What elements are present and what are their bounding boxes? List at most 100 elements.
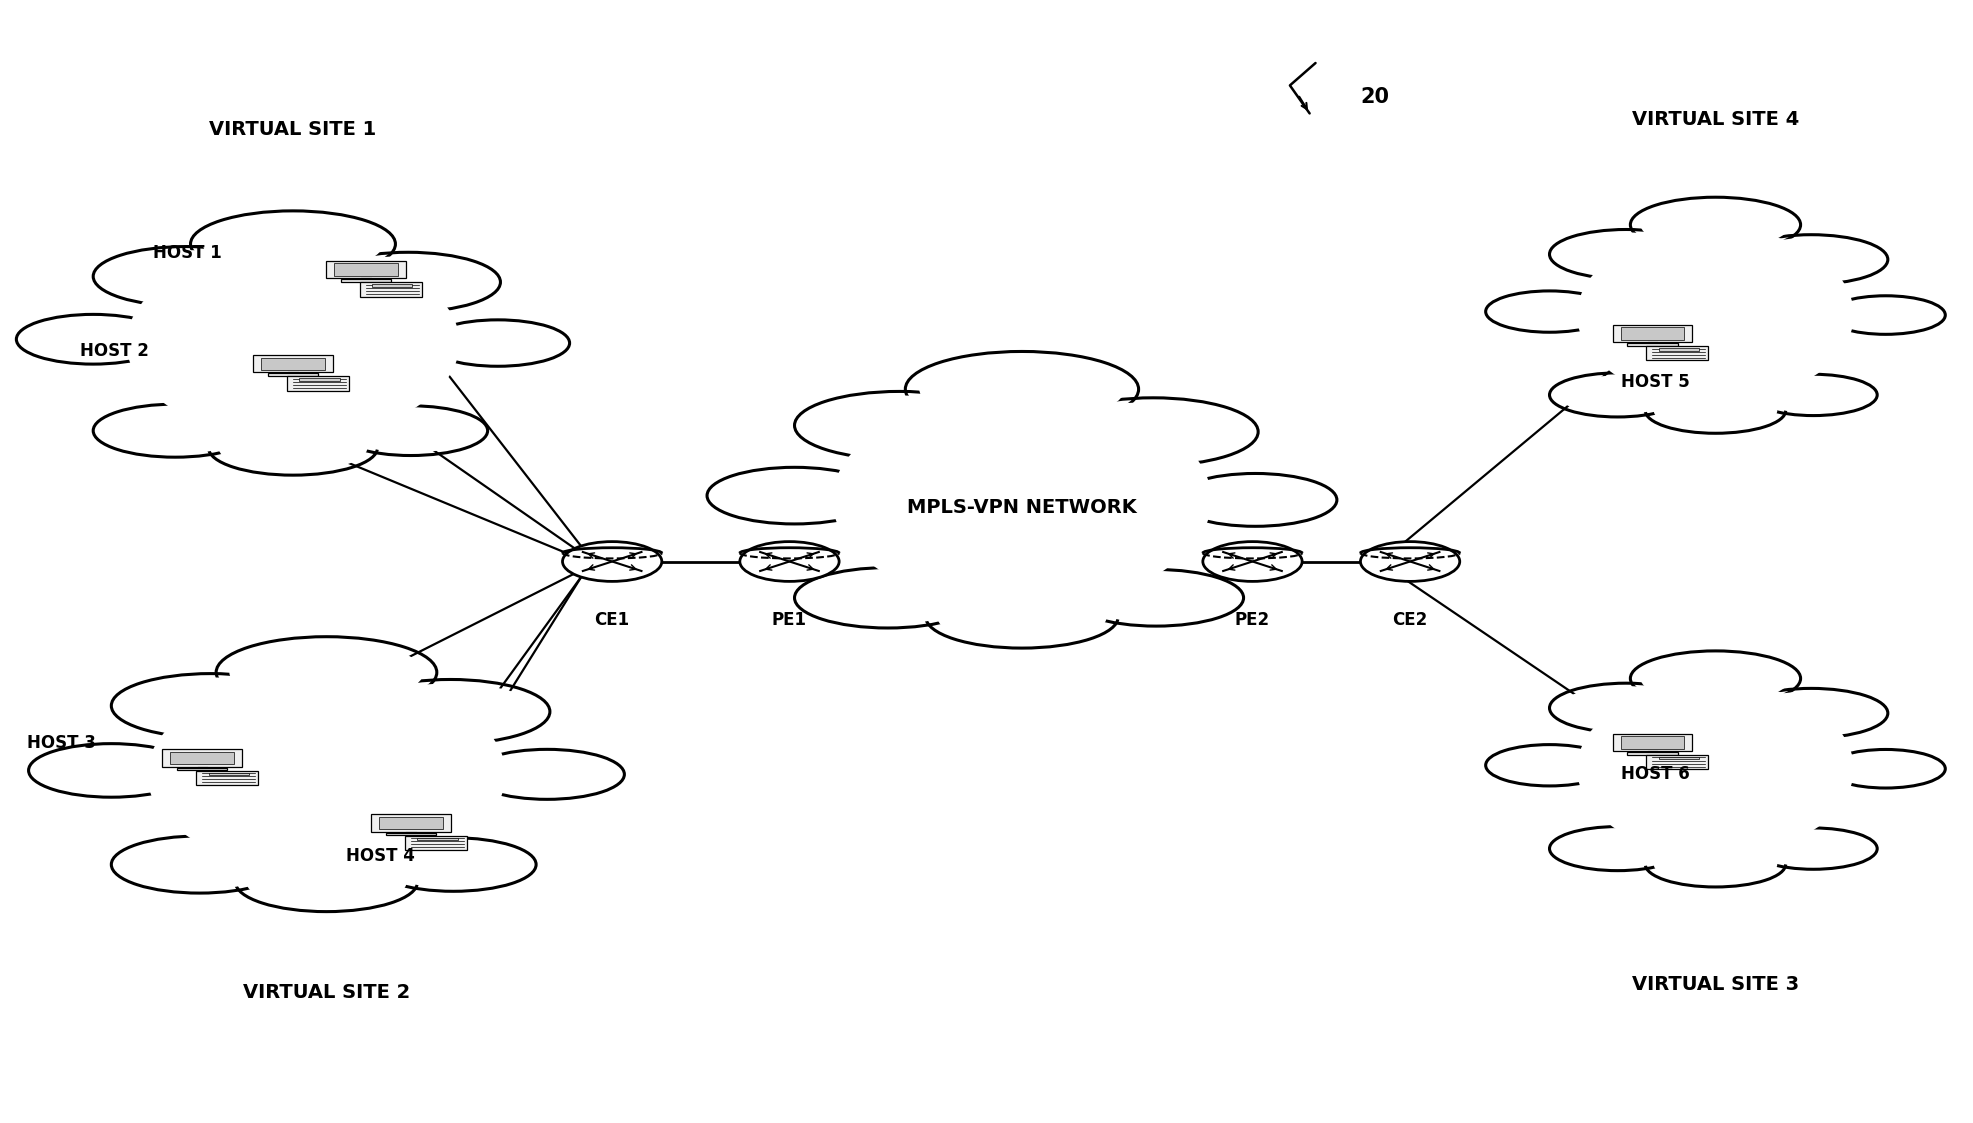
Ellipse shape — [1750, 828, 1876, 869]
Ellipse shape — [1069, 569, 1243, 627]
Ellipse shape — [203, 214, 383, 273]
Ellipse shape — [1549, 229, 1703, 280]
Ellipse shape — [1653, 391, 1778, 430]
Ellipse shape — [110, 674, 310, 738]
Ellipse shape — [937, 590, 1107, 645]
Ellipse shape — [381, 841, 527, 888]
FancyBboxPatch shape — [1612, 325, 1693, 343]
Text: CE2: CE2 — [1393, 611, 1428, 629]
FancyBboxPatch shape — [209, 773, 249, 775]
FancyBboxPatch shape — [359, 282, 422, 296]
Ellipse shape — [1645, 841, 1786, 887]
Text: HOST 6: HOST 6 — [1622, 766, 1689, 784]
FancyBboxPatch shape — [387, 832, 436, 836]
FancyBboxPatch shape — [300, 378, 339, 381]
Ellipse shape — [1048, 398, 1259, 466]
FancyBboxPatch shape — [404, 836, 468, 850]
Ellipse shape — [93, 404, 256, 457]
Ellipse shape — [1549, 373, 1685, 417]
Ellipse shape — [925, 586, 1119, 648]
Ellipse shape — [247, 856, 406, 909]
Ellipse shape — [1758, 376, 1870, 413]
Ellipse shape — [1361, 541, 1460, 582]
Ellipse shape — [120, 243, 466, 444]
FancyBboxPatch shape — [178, 768, 227, 770]
FancyBboxPatch shape — [1659, 348, 1699, 350]
Ellipse shape — [1576, 228, 1855, 402]
Ellipse shape — [807, 395, 992, 455]
Ellipse shape — [1744, 692, 1878, 734]
Ellipse shape — [1486, 745, 1614, 786]
Ellipse shape — [148, 676, 505, 873]
FancyBboxPatch shape — [1645, 755, 1709, 769]
Ellipse shape — [371, 838, 537, 892]
Ellipse shape — [1549, 683, 1703, 733]
Ellipse shape — [140, 672, 513, 877]
Ellipse shape — [1486, 291, 1614, 332]
Ellipse shape — [1645, 387, 1786, 433]
Text: PE2: PE2 — [1235, 611, 1271, 629]
Ellipse shape — [93, 247, 278, 307]
Ellipse shape — [479, 752, 616, 796]
Ellipse shape — [191, 211, 395, 277]
Text: HOST 2: HOST 2 — [81, 341, 150, 359]
Ellipse shape — [343, 409, 477, 453]
FancyBboxPatch shape — [195, 770, 258, 785]
Ellipse shape — [919, 356, 1125, 422]
Ellipse shape — [1630, 198, 1801, 253]
Ellipse shape — [805, 572, 971, 624]
Ellipse shape — [39, 747, 183, 794]
Ellipse shape — [1734, 688, 1888, 738]
Text: VIRTUAL SITE 3: VIRTUAL SITE 3 — [1632, 976, 1799, 995]
Text: MPLS-VPN NETWORK: MPLS-VPN NETWORK — [908, 499, 1136, 518]
FancyBboxPatch shape — [1628, 752, 1677, 755]
Text: HOST 1: HOST 1 — [154, 245, 223, 263]
Ellipse shape — [1642, 655, 1790, 703]
Ellipse shape — [122, 677, 298, 734]
FancyBboxPatch shape — [373, 284, 412, 286]
Ellipse shape — [1744, 238, 1878, 281]
Ellipse shape — [1557, 375, 1677, 414]
FancyBboxPatch shape — [1620, 327, 1685, 339]
Ellipse shape — [1576, 682, 1855, 856]
FancyBboxPatch shape — [418, 838, 458, 840]
Ellipse shape — [1734, 235, 1888, 284]
Ellipse shape — [825, 389, 1219, 612]
Ellipse shape — [1494, 293, 1606, 330]
Ellipse shape — [1833, 298, 1937, 332]
Ellipse shape — [1549, 827, 1685, 870]
FancyBboxPatch shape — [379, 816, 444, 829]
Ellipse shape — [1204, 541, 1302, 582]
FancyBboxPatch shape — [1628, 343, 1677, 346]
Ellipse shape — [1642, 201, 1790, 249]
Ellipse shape — [217, 637, 436, 709]
Ellipse shape — [351, 679, 550, 743]
FancyBboxPatch shape — [253, 355, 333, 373]
Ellipse shape — [1827, 295, 1945, 335]
FancyBboxPatch shape — [371, 814, 452, 832]
Ellipse shape — [1559, 686, 1693, 730]
Ellipse shape — [1750, 374, 1876, 416]
FancyBboxPatch shape — [333, 264, 399, 276]
Ellipse shape — [1557, 829, 1677, 868]
Ellipse shape — [1833, 751, 1937, 786]
Ellipse shape — [1494, 747, 1606, 784]
FancyBboxPatch shape — [268, 373, 318, 376]
Text: HOST 5: HOST 5 — [1622, 373, 1689, 391]
Text: HOST 3: HOST 3 — [28, 734, 97, 752]
Ellipse shape — [740, 541, 839, 582]
Text: 20: 20 — [1361, 86, 1389, 107]
Ellipse shape — [219, 423, 367, 472]
Text: CE1: CE1 — [594, 611, 629, 629]
Ellipse shape — [105, 250, 266, 303]
Ellipse shape — [434, 322, 560, 364]
FancyBboxPatch shape — [286, 376, 349, 391]
FancyBboxPatch shape — [162, 749, 243, 767]
Ellipse shape — [316, 253, 501, 312]
Ellipse shape — [209, 420, 377, 475]
Ellipse shape — [122, 839, 278, 889]
Ellipse shape — [1653, 844, 1778, 884]
Ellipse shape — [1061, 402, 1245, 462]
Ellipse shape — [1184, 476, 1328, 523]
Ellipse shape — [26, 318, 162, 362]
